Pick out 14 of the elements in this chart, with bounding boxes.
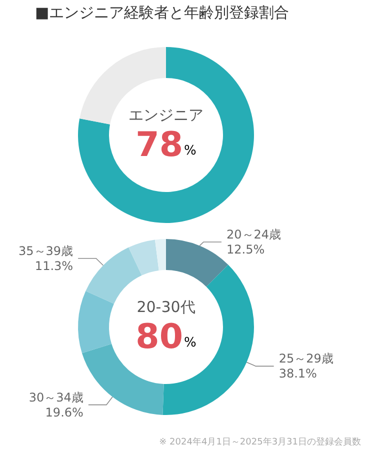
slice-label: 35～39歳 [18, 244, 74, 258]
slice-label: 20～24歳 [226, 228, 282, 242]
data-label: 38.1% [278, 366, 317, 381]
text: 20-30代 [136, 298, 196, 316]
data-label: 19.6% [45, 405, 84, 420]
text: 80% [136, 317, 196, 357]
slice-label: 30～34歳 [28, 390, 84, 404]
chart-title: ■エンジニア経験者と年齢別登録割合 [35, 4, 290, 22]
data-label: 78% [136, 125, 196, 165]
data-label: 12.5% [226, 242, 265, 256]
text: ※ 2024年4月1日～2025年3月31日の登録会員数 [159, 436, 361, 448]
slice-label: 25～29歳 [278, 352, 334, 366]
data-label: 11.3% [34, 258, 74, 273]
slice-label: エンジニア [128, 106, 204, 124]
